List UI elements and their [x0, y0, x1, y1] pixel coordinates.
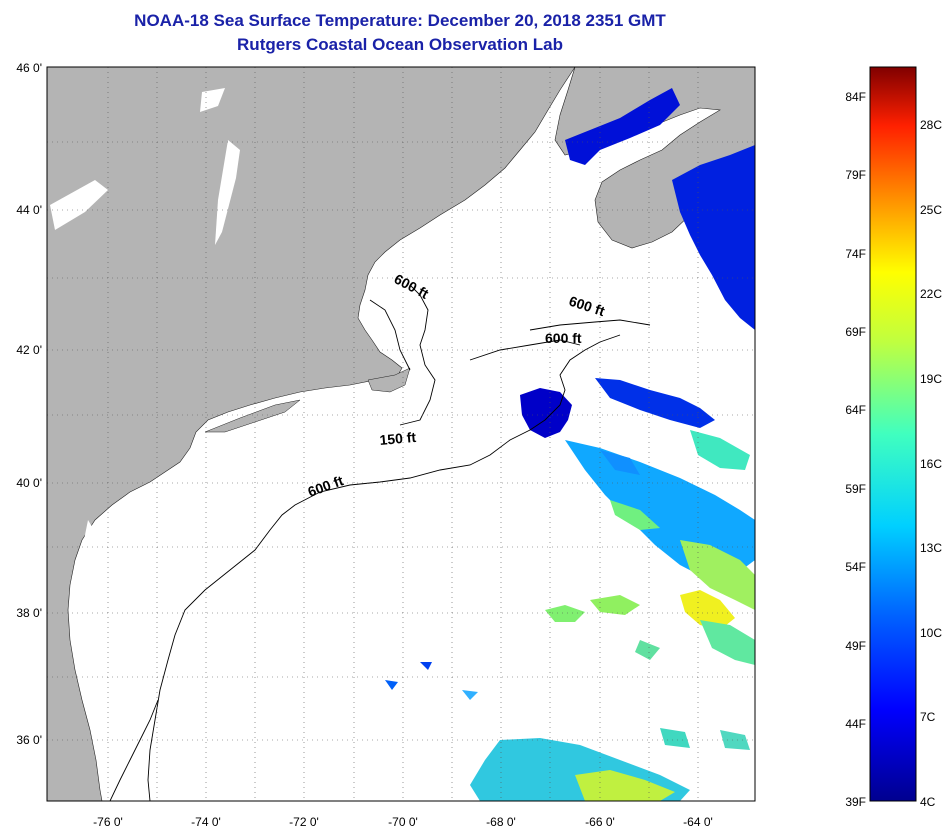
latitude-axis: 46 0' 44 0' 42 0' 40 0' 38 0' 36 0' [16, 61, 42, 747]
bathymetry-contours [109, 284, 651, 801]
colorbar-c-label: 22C [920, 287, 942, 301]
sst-data [385, 88, 755, 801]
colorbar-c-label: 4C [920, 795, 936, 809]
colorbar-celsius-labels: 28C 25C 22C 19C 16C 13C 10C 7C 4C [920, 118, 942, 809]
colorbar-f-label: 74F [845, 247, 866, 261]
lat-label: 42 0' [16, 343, 42, 357]
temperature-colorbar [869, 66, 917, 802]
lon-label: -76 0' [93, 815, 123, 829]
colorbar-c-label: 16C [920, 457, 942, 471]
contour-label-150ft: 150 ft [379, 429, 417, 448]
lon-label: -64 0' [683, 815, 713, 829]
map-title: NOAA-18 Sea Surface Temperature: Decembe… [134, 11, 666, 30]
cape-cod [367, 367, 411, 393]
lon-label: -68 0' [486, 815, 516, 829]
colorbar-c-label: 13C [920, 541, 942, 555]
lake [200, 88, 225, 112]
longitude-axis: -76 0' -74 0' -72 0' -70 0' -68 0' -66 0… [93, 815, 713, 829]
map-subtitle: Rutgers Coastal Ocean Observation Lab [237, 35, 563, 54]
colorbar-f-label: 44F [845, 717, 866, 731]
colorbar-c-label: 28C [920, 118, 942, 132]
colorbar-f-label: 39F [845, 795, 866, 809]
coordinate-grid [47, 67, 755, 801]
long-island [204, 399, 301, 433]
lat-label: 46 0' [16, 61, 42, 75]
colorbar-f-label: 69F [845, 325, 866, 339]
colorbar-f-label: 59F [845, 482, 866, 496]
lat-label: 38 0' [16, 606, 42, 620]
colorbar-f-label: 64F [845, 403, 866, 417]
colorbar-c-label: 10C [920, 626, 942, 640]
lat-label: 36 0' [16, 733, 42, 747]
lon-label: -74 0' [191, 815, 221, 829]
us-landmass [47, 67, 576, 801]
colorbar-c-label: 19C [920, 372, 942, 386]
colorbar-f-label: 79F [845, 168, 866, 182]
delaware-bay [138, 500, 158, 540]
colorbar-f-label: 49F [845, 639, 866, 653]
lake [215, 140, 240, 245]
colorbar-f-label: 54F [845, 560, 866, 574]
lon-label: -66 0' [585, 815, 615, 829]
map-frame [46, 66, 756, 802]
colorbar-c-label: 7C [920, 710, 936, 724]
lat-label: 40 0' [16, 476, 42, 490]
colorbar-fahrenheit-labels: 84F 79F 74F 69F 64F 59F 54F 49F 44F 39F [845, 90, 866, 809]
lat-label: 44 0' [16, 203, 42, 217]
colorbar-c-label: 25C [920, 203, 942, 217]
lon-label: -70 0' [388, 815, 418, 829]
chesapeake-bay [80, 520, 108, 700]
lake [50, 180, 108, 230]
contour-label-600ft: 600 ft [545, 330, 582, 346]
lon-label: -72 0' [289, 815, 319, 829]
colorbar-f-label: 84F [845, 90, 866, 104]
